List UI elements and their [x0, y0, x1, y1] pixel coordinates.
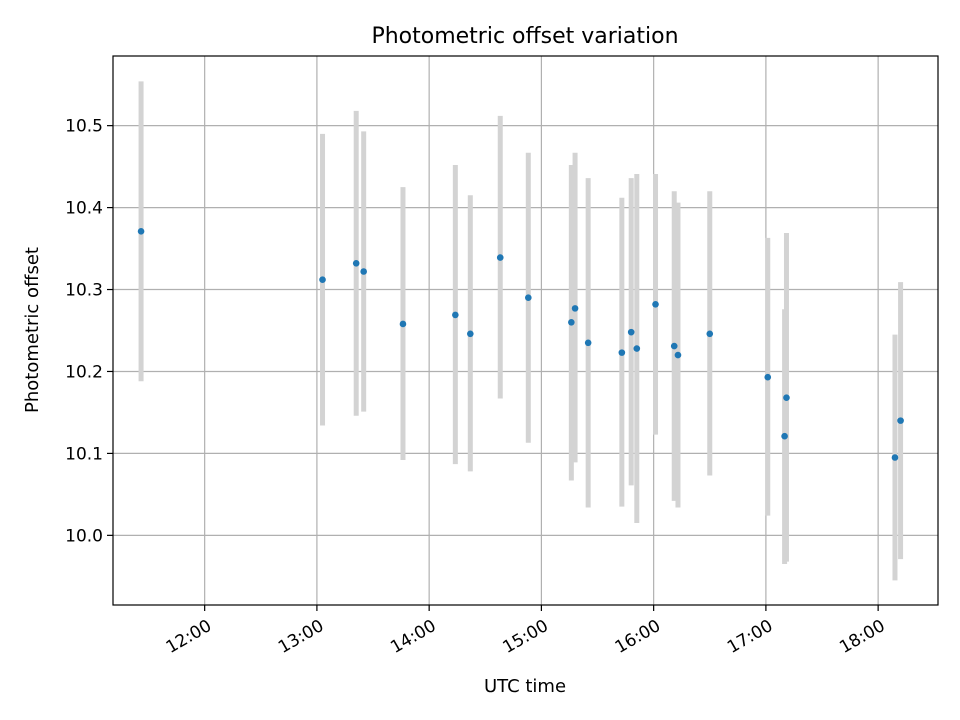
data-point — [891, 454, 899, 461]
data-point — [360, 268, 367, 275]
y-axis-label: Photometric offset — [22, 247, 43, 413]
x-tick-label: 15:00 — [499, 616, 551, 658]
error-bars — [138, 81, 904, 581]
data-point — [584, 339, 592, 347]
data-point — [571, 305, 579, 312]
data-points — [137, 228, 904, 461]
data-point — [137, 228, 145, 235]
data-point — [525, 294, 532, 302]
data-point — [452, 311, 459, 319]
data-point — [783, 394, 790, 401]
y-tick-label: 10.1 — [65, 444, 103, 464]
x-tick-label: 17:00 — [724, 616, 776, 658]
data-point — [319, 276, 326, 283]
data-point — [568, 319, 575, 326]
y-tick-label: 10.2 — [65, 362, 103, 382]
plot-frame — [112, 55, 939, 606]
data-point — [352, 260, 360, 267]
y-tick-label: 10.0 — [65, 526, 103, 546]
x-tick-label: 12:00 — [163, 616, 215, 658]
x-axis-ticks: 12:00 13:00 14:00 15:00 16:00 17:00 18:00 — [163, 605, 889, 658]
x-axis-label: UTC time — [484, 676, 566, 697]
y-tick-label: 10.5 — [65, 117, 103, 137]
x-tick-label: 16:00 — [612, 616, 664, 658]
data-point — [618, 349, 626, 356]
x-tick-label: 14:00 — [387, 616, 439, 658]
data-point — [670, 342, 678, 350]
data-point — [399, 320, 407, 328]
y-axis-ticks: 10.0 10.1 10.2 10.3 10.4 10.5 — [65, 117, 113, 546]
data-point — [706, 330, 714, 338]
x-tick-label: 13:00 — [275, 616, 327, 658]
data-point — [764, 373, 772, 381]
grid-lines — [113, 56, 938, 605]
data-point — [633, 345, 641, 352]
data-point — [467, 330, 474, 338]
data-point — [627, 328, 635, 336]
data-point — [897, 417, 904, 424]
data-point — [652, 300, 659, 308]
y-tick-label: 10.4 — [65, 199, 103, 219]
chart-title: Photometric offset variation — [371, 24, 678, 49]
data-point — [781, 432, 788, 440]
x-tick-label: 18:00 — [836, 616, 888, 658]
data-point — [674, 351, 682, 359]
data-point — [496, 254, 504, 261]
y-tick-label: 10.3 — [65, 281, 103, 301]
